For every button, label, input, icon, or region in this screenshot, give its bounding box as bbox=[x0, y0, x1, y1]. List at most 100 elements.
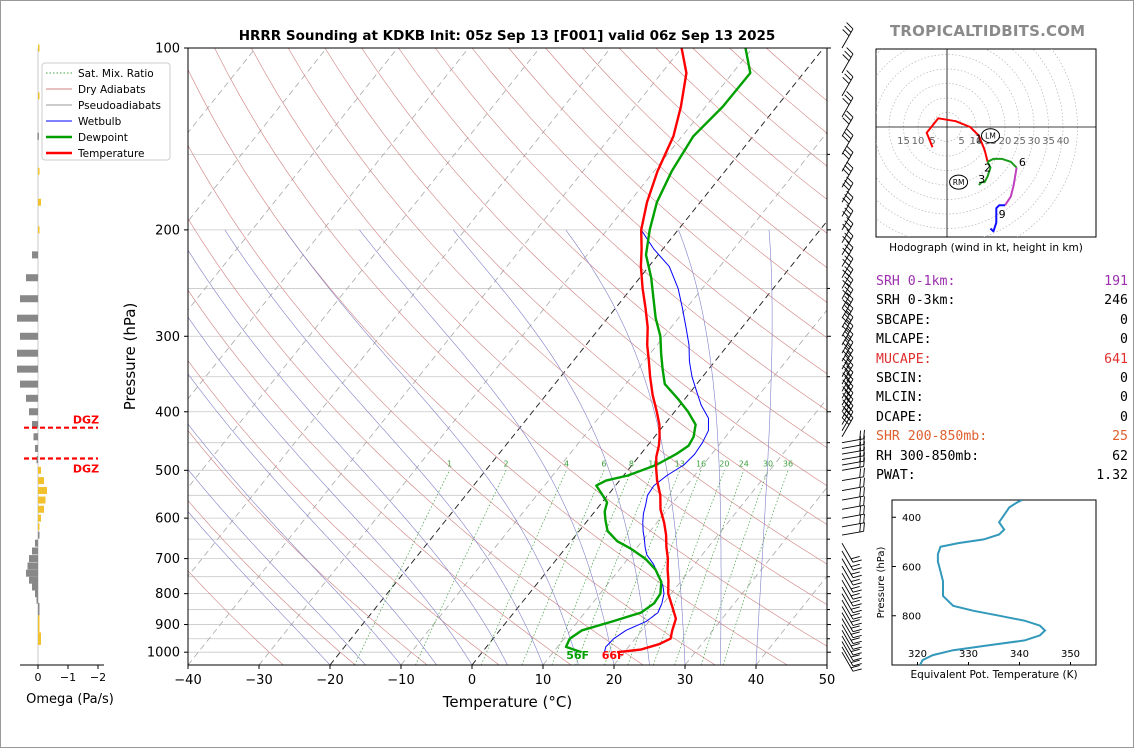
isotherm-minus20 bbox=[329, 48, 824, 665]
barb-flag bbox=[850, 586, 860, 590]
wind-barb bbox=[841, 630, 862, 650]
dry-adiabat bbox=[545, 48, 827, 303]
theta-y-tick-label: 600 bbox=[902, 562, 921, 573]
storm-motion-label: RM bbox=[953, 178, 965, 187]
wind-barb bbox=[841, 70, 854, 97]
y-tick-label: 900 bbox=[155, 618, 180, 633]
barb-flag bbox=[846, 128, 854, 136]
wind-barb bbox=[841, 204, 854, 231]
omega-bar bbox=[27, 562, 38, 570]
wind-barb bbox=[841, 91, 854, 118]
mixing-ratio-label: 20 bbox=[719, 459, 729, 468]
omega-bar bbox=[29, 576, 38, 584]
param-row: SHR 200-850mb: 25kt bbox=[876, 427, 1134, 446]
barb-flag bbox=[846, 262, 854, 270]
barb-flag bbox=[842, 308, 850, 316]
barb-flag bbox=[863, 487, 865, 497]
barb-shaft bbox=[841, 651, 854, 672]
wind-barb bbox=[841, 635, 862, 656]
barb-shaft bbox=[841, 97, 854, 118]
param-unit: J/kg bbox=[1128, 350, 1134, 369]
barb-flag bbox=[842, 29, 850, 37]
y-tick-label: 200 bbox=[155, 223, 180, 238]
hodo-segment bbox=[987, 157, 1018, 169]
param-label: SRH 0-3km: bbox=[876, 293, 956, 309]
wind-barb bbox=[841, 392, 854, 419]
wind-barb bbox=[841, 646, 862, 667]
theta-plot bbox=[919, 500, 1047, 665]
omega-tick-label: −2 bbox=[90, 671, 106, 684]
barb-flag bbox=[842, 405, 850, 413]
omega-bar bbox=[38, 632, 41, 640]
param-label: MUCAPE: bbox=[876, 351, 932, 367]
barb-flag bbox=[842, 365, 850, 373]
barb-shaft bbox=[841, 550, 854, 571]
mixing-ratio-label: 10 bbox=[648, 459, 658, 468]
param-row: SBCAPE: 0J/kg bbox=[876, 311, 1134, 330]
hodo-segment bbox=[925, 117, 989, 163]
skewt-background-lines: 1 2 4 6 8 10 13 16 20 24 30 36 bbox=[188, 48, 827, 665]
wind-barb bbox=[841, 327, 854, 354]
barb-flag bbox=[850, 593, 860, 597]
hodo-height-label: 6 bbox=[1019, 156, 1026, 169]
wind-barb bbox=[841, 593, 862, 614]
dgz-label: DGZ bbox=[73, 414, 99, 427]
barb-flag bbox=[846, 301, 854, 309]
param-label: RH 300-850mb: bbox=[876, 448, 980, 464]
dry-adiabat bbox=[471, 48, 827, 375]
barb-shaft bbox=[841, 646, 854, 667]
omega-bar bbox=[38, 609, 40, 617]
omega-bar bbox=[20, 295, 38, 303]
param-unit: in bbox=[1128, 466, 1134, 485]
wind-barb bbox=[841, 586, 862, 607]
omega-bar bbox=[33, 433, 38, 441]
wind-barb bbox=[841, 487, 865, 501]
barb-flag bbox=[846, 292, 854, 300]
legend-label: Sat. Mix. Ratio bbox=[78, 68, 154, 80]
omega-bar bbox=[38, 531, 40, 539]
moist-adiabat bbox=[188, 249, 508, 665]
x-tick-label: −20 bbox=[316, 673, 343, 688]
dry-adiabat bbox=[214, 48, 827, 647]
mixing-ratio-line bbox=[700, 470, 769, 665]
barb-shaft bbox=[841, 28, 854, 49]
wind-barb bbox=[841, 319, 854, 346]
barb-flag bbox=[846, 240, 854, 248]
barb-flag bbox=[846, 405, 854, 413]
param-row: MUCAPE: 641J/kg bbox=[876, 350, 1134, 369]
barb-flag bbox=[846, 372, 854, 380]
param-label: SBCIN: bbox=[876, 371, 924, 387]
barb-flag bbox=[859, 447, 861, 457]
barb-flag bbox=[844, 361, 852, 369]
barb-flag bbox=[850, 648, 860, 653]
omega-bar bbox=[38, 466, 41, 474]
brand-watermark: TROPICALTIDBITS.COM bbox=[890, 22, 1086, 40]
hodo-ring-label: 25 bbox=[1013, 136, 1026, 147]
barb-flag bbox=[844, 354, 852, 362]
param-row: RH 300-850mb: 62% bbox=[876, 447, 1134, 466]
barb-flag bbox=[846, 365, 854, 373]
barb-flag bbox=[842, 334, 850, 342]
moist-adiabat bbox=[452, 229, 650, 665]
wind-barb bbox=[841, 579, 862, 600]
barb-flag bbox=[859, 522, 861, 532]
barb-flag bbox=[842, 135, 850, 143]
param-label: MLCIN: bbox=[876, 390, 924, 406]
mixing-ratio-line bbox=[521, 470, 605, 665]
barb-flag bbox=[859, 497, 861, 507]
param-value: 62 bbox=[1112, 448, 1128, 464]
hodo-ring-label: 10 bbox=[970, 136, 983, 147]
barb-flag bbox=[850, 578, 860, 583]
barb-flag bbox=[850, 619, 860, 623]
y-tick-label: 700 bbox=[155, 552, 180, 567]
barb-flag bbox=[842, 223, 850, 231]
barb-flag bbox=[844, 207, 852, 215]
param-unit: J/kg bbox=[1128, 311, 1134, 330]
wind-barb bbox=[841, 372, 854, 399]
barb-flag bbox=[842, 279, 850, 287]
barb-flag bbox=[863, 435, 865, 445]
barb-flag bbox=[863, 477, 865, 487]
barb-flag bbox=[852, 609, 862, 614]
barb-flag bbox=[850, 665, 860, 669]
